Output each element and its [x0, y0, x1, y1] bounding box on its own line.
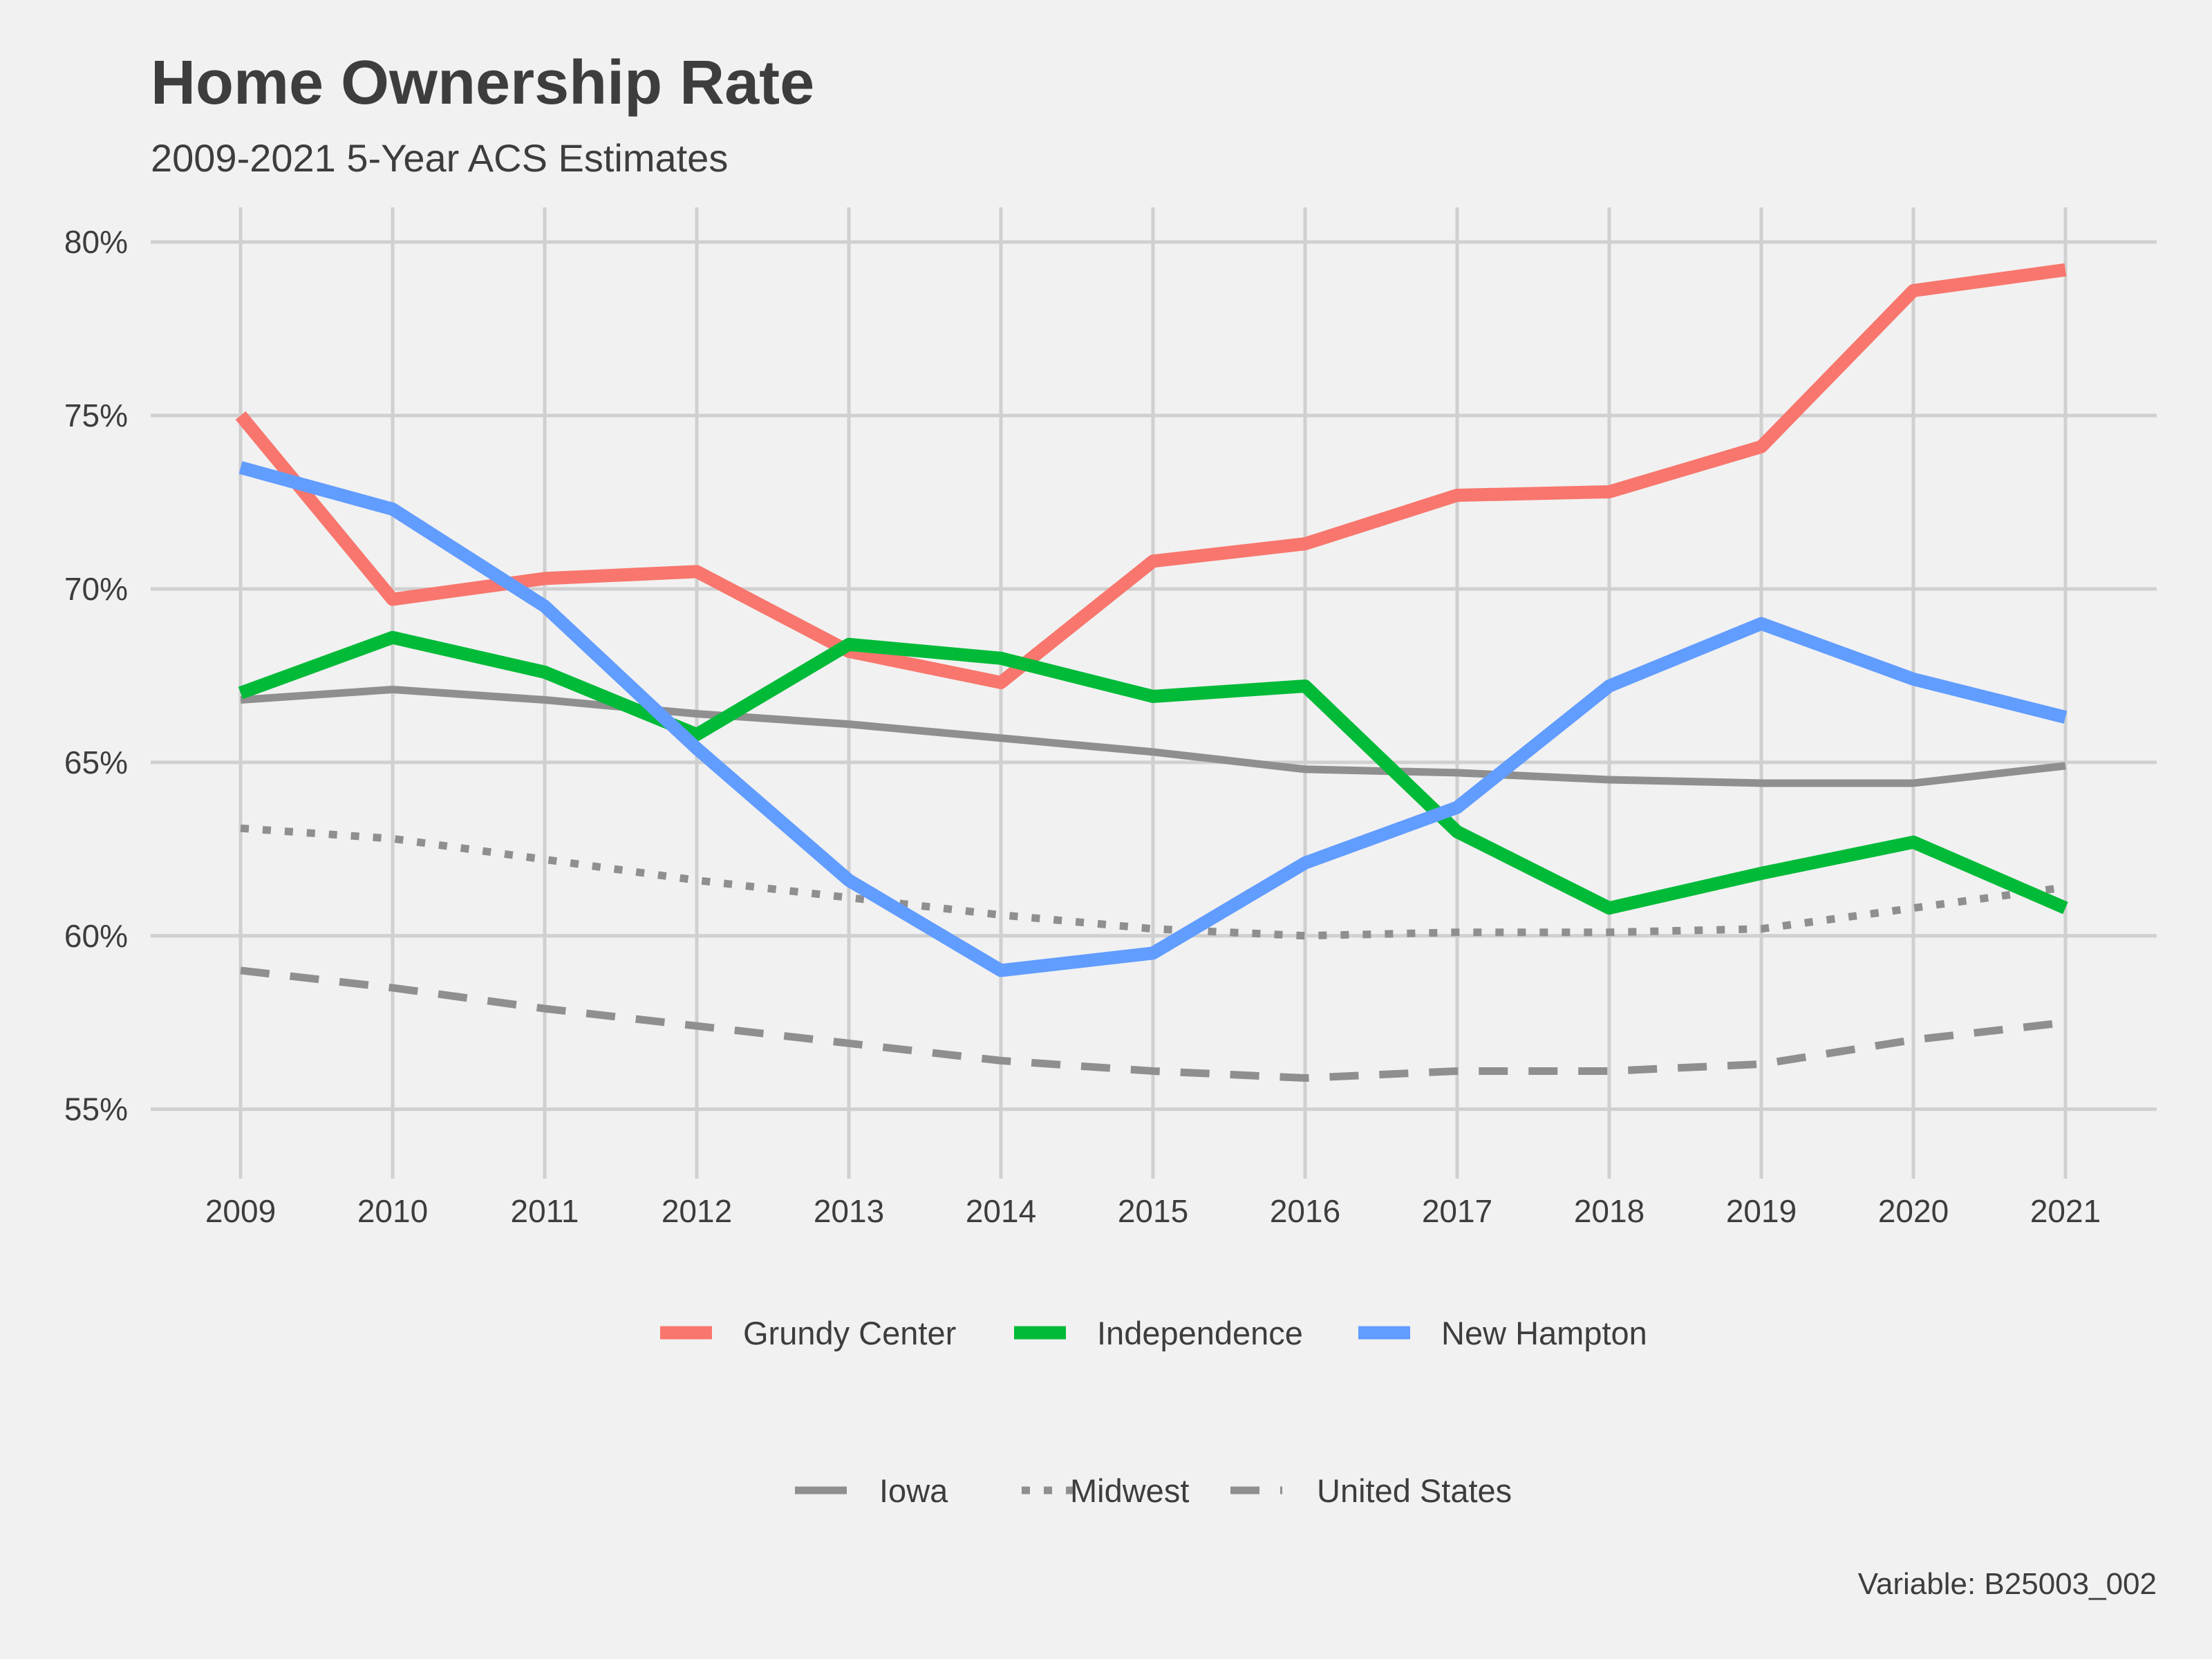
- chart-caption: Variable: B25003_002: [1858, 1567, 2157, 1601]
- x-tick-label: 2009: [205, 1193, 276, 1229]
- legend-label: Independence: [1097, 1315, 1303, 1351]
- x-tick-label: 2017: [1422, 1193, 1492, 1229]
- series-line-united-states: [240, 966, 2066, 1082]
- x-tick-label: 2011: [511, 1193, 579, 1229]
- legend-label: Iowa: [879, 1472, 948, 1509]
- legend-label: Midwest: [1070, 1472, 1189, 1509]
- x-axis-ticks: 2009 2010 2011 2012 2013 2014 2015 2016 2017 2018…: [205, 1193, 2101, 1229]
- legend-label: New Hampton: [1441, 1315, 1647, 1351]
- x-tick-label: 2021: [2030, 1193, 2101, 1229]
- legend-label: United States: [1317, 1472, 1512, 1509]
- series-line-grundy-center: [235, 263, 2067, 689]
- x-tick-label: 2010: [357, 1193, 428, 1229]
- y-tick-label: 80%: [64, 224, 128, 260]
- series-line-midwest: [240, 824, 2066, 940]
- x-tick-label: 2018: [1574, 1193, 1644, 1229]
- chart-subtitle: 2009-2021 5-Year ACS Estimates: [151, 136, 728, 180]
- x-tick-label: 2016: [1270, 1193, 1340, 1229]
- series-line-independence: [238, 630, 2068, 915]
- series-line-new-hampton: [238, 461, 2068, 977]
- legend-places: Grundy Center Independence New Hampton: [660, 1315, 1647, 1351]
- reference-lines: [240, 685, 2066, 1082]
- x-tick-label: 2014: [966, 1193, 1036, 1229]
- series-lines: [235, 263, 2068, 977]
- legend-regions: Iowa Midwest United States: [795, 1472, 1512, 1509]
- y-tick-label: 65%: [64, 744, 128, 780]
- y-tick-label: 60%: [64, 918, 128, 954]
- x-tick-label: 2012: [662, 1193, 732, 1229]
- y-axis-ticks: 55% 60% 65% 70% 75% 80%: [64, 224, 128, 1127]
- chart-title: Home Ownership Rate: [151, 48, 814, 118]
- x-tick-label: 2020: [1878, 1193, 1949, 1229]
- y-tick-label: 70%: [64, 571, 128, 607]
- y-tick-label: 75%: [64, 397, 128, 433]
- x-tick-label: 2015: [1118, 1193, 1188, 1229]
- legend-label: Grundy Center: [743, 1315, 956, 1351]
- x-tick-label: 2019: [1726, 1193, 1797, 1229]
- x-tick-label: 2013: [814, 1193, 884, 1229]
- series-line-iowa: [240, 685, 2066, 787]
- y-tick-label: 55%: [64, 1091, 128, 1127]
